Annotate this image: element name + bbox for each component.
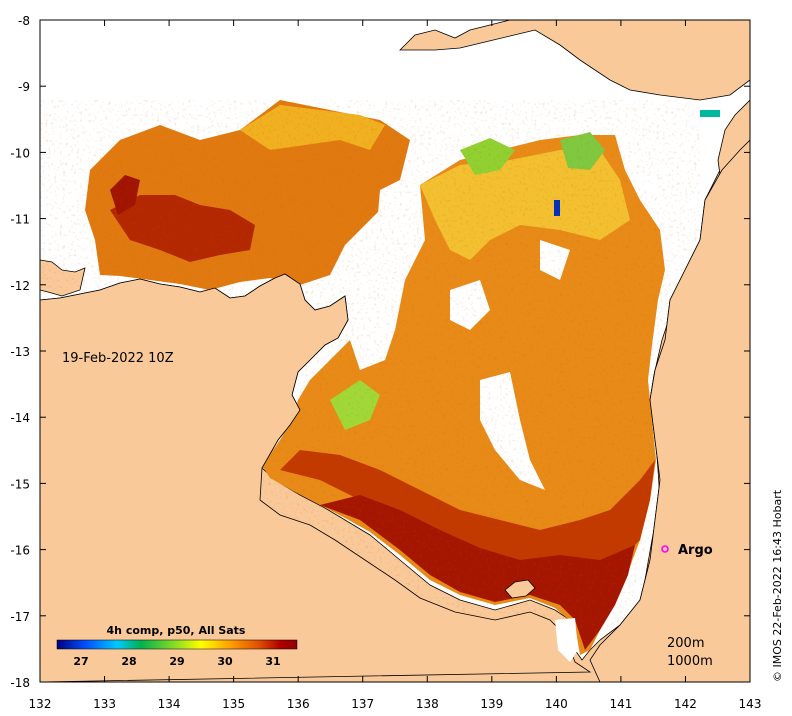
x-tick-label: 143 [739, 697, 762, 711]
argo-label: Argo [678, 543, 713, 558]
x-axis: 132 133 134 135 136 137 138 139 140 141 142 143 [29, 20, 762, 711]
cloud-gap-bottom [555, 618, 578, 662]
depth-label-1000m: 1000m [667, 654, 713, 669]
x-tick-label: 141 [609, 697, 632, 711]
cyan-speck [700, 110, 720, 117]
y-tick-label: -10 [10, 146, 30, 160]
colorbar-tick-label: 27 [73, 655, 88, 668]
y-axis: -8 -9 -10 -11 -12 -13 -14 -15 -16 -17 -18 [10, 14, 750, 690]
x-tick-label: 142 [674, 697, 697, 711]
land-island-south [504, 579, 536, 599]
x-tick-label: 132 [29, 697, 52, 711]
x-tick-label: 136 [287, 697, 310, 711]
colorbar-ticks: 27 28 29 30 31 [73, 655, 280, 668]
colorbar-tick-label: 29 [169, 655, 184, 668]
y-tick-label: -11 [10, 213, 30, 227]
x-tick-label: 133 [93, 697, 116, 711]
y-tick-label: -8 [18, 14, 30, 28]
y-tick-label: -16 [10, 544, 30, 558]
land-new-guinea [399, 20, 750, 101]
land-east-coast [589, 139, 750, 682]
colorbar-tick-label: 31 [265, 655, 280, 668]
x-tick-label: 139 [480, 697, 503, 711]
argo-float-marker[interactable] [661, 545, 669, 553]
map-layers [40, 20, 750, 682]
colorbar: 4h comp, p50, All Sats 27 28 29 30 31 [56, 624, 298, 668]
x-tick-label: 137 [351, 697, 374, 711]
colorbar-title: 4h comp, p50, All Sats [107, 624, 246, 637]
colorbar-gradient [56, 639, 298, 650]
depth-label-200m: 200m [667, 636, 704, 651]
x-tick-label: 140 [545, 697, 568, 711]
y-tick-label: -14 [10, 411, 30, 425]
land-south-coast [40, 273, 592, 682]
x-tick-label: 135 [222, 697, 245, 711]
y-tick-label: -12 [10, 279, 30, 293]
x-tick-label: 134 [158, 697, 181, 711]
y-tick-label: -13 [10, 345, 30, 359]
y-tick-label: -15 [10, 477, 30, 491]
x-tick-label: 138 [416, 697, 439, 711]
y-tick-label: -18 [10, 676, 30, 690]
colorbar-tick-label: 30 [217, 655, 233, 668]
y-tick-label: -17 [10, 610, 30, 624]
credit-text: © IMOS 22-Feb-2022 16:43 Hobart [771, 489, 784, 682]
date-label: 19-Feb-2022 10Z [62, 351, 174, 366]
y-tick-label: -9 [18, 80, 30, 94]
colorbar-tick-label: 28 [121, 655, 136, 668]
